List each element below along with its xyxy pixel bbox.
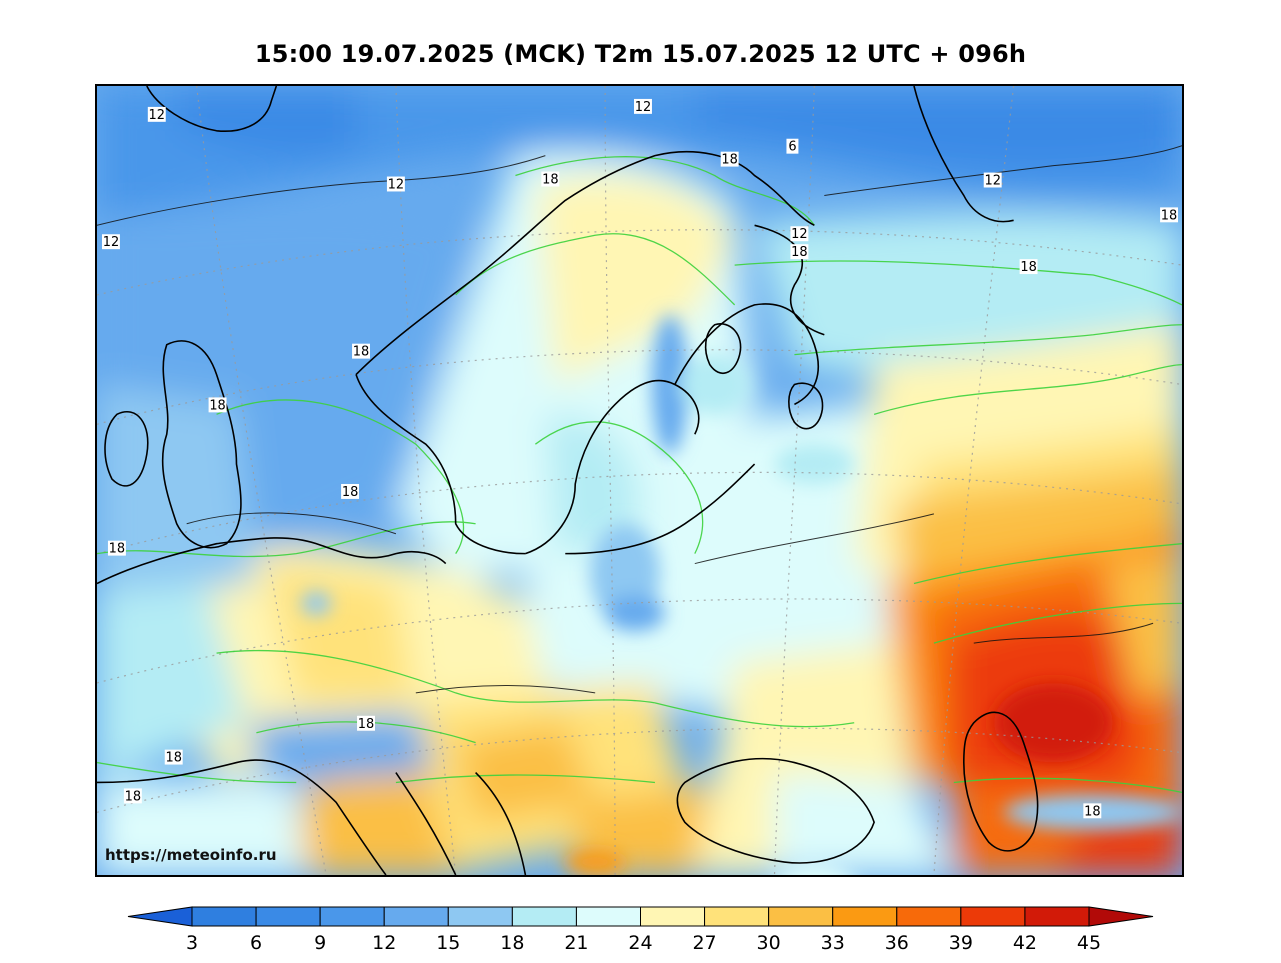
colorbar-segment (383, 906, 449, 927)
isotherm-label: 18 (357, 715, 375, 732)
isotherm-label: 18 (341, 483, 360, 500)
isotherm-label: 18 (790, 244, 809, 260)
isotherm-label: 18 (1160, 207, 1179, 223)
colorbar-labels: 3 6 9 12 15 18 21 24 27 30 33 36 39 42 45 (186, 932, 1101, 954)
svg-text:18: 18 (1084, 804, 1100, 819)
svg-text:18: 18 (358, 717, 374, 732)
colorbar-segment (640, 906, 706, 927)
svg-text:18: 18 (125, 789, 141, 804)
colorbar-tick-label: 18 (500, 932, 524, 954)
temperature-zones (97, 86, 1182, 875)
colorbar-tick-label: 15 (436, 932, 460, 954)
colorbar-segment (575, 906, 642, 927)
isotherm-label: 12 (386, 176, 405, 192)
colorbar-tick-label: 42 (1013, 932, 1037, 954)
svg-text:12: 12 (791, 227, 807, 242)
svg-text:12: 12 (149, 108, 165, 123)
colorbar-under-arrow (127, 906, 193, 927)
isotherm-label: 12 (790, 226, 809, 242)
isotherm-label: 18 (1083, 803, 1102, 819)
svg-text:12: 12 (388, 177, 404, 192)
colorbar-tick-label: 45 (1077, 932, 1101, 954)
colorbar: 3 6 9 12 15 18 21 24 27 30 33 36 39 42 45 (127, 906, 1154, 954)
svg-text:18: 18 (791, 245, 807, 260)
svg-text:12: 12 (635, 100, 651, 115)
isotherm-black (97, 145, 1182, 694)
colorbar-tick-label: 39 (949, 932, 973, 954)
svg-text:6: 6 (788, 140, 796, 155)
isotherm-label: 18 (352, 343, 370, 360)
colorbar-over-arrow (1088, 906, 1154, 927)
isotherm-label: 6 (786, 138, 799, 155)
isotherm-label: 18 (1019, 259, 1038, 275)
graticule (97, 86, 1182, 875)
colorbar-tick-label: 12 (372, 932, 396, 954)
svg-text:18: 18 (542, 173, 558, 188)
svg-text:18: 18 (1020, 260, 1036, 275)
svg-text:18: 18 (342, 485, 358, 500)
colorbar-segment (447, 906, 513, 927)
colorbar-segment (704, 906, 770, 927)
colorbar-segment (191, 906, 257, 927)
colorbar-tick-label: 9 (314, 932, 326, 954)
colorbar-tick-label: 30 (757, 932, 781, 954)
coastlines (97, 86, 1039, 875)
colorbar-tick-label: 27 (692, 932, 716, 954)
colorbar-segment (319, 906, 385, 927)
colorbar-tick-label: 24 (628, 932, 652, 954)
isotherm-label: 18 (164, 749, 183, 766)
isotherm-label: 18 (107, 540, 126, 557)
isotherms (97, 156, 1182, 794)
colorbar-segment (768, 906, 834, 927)
colorbar-segments (127, 906, 1154, 927)
isotherm-label: 18 (123, 788, 142, 804)
svg-text:18: 18 (209, 398, 225, 413)
svg-text:18: 18 (147, 105, 163, 120)
isotherm-labels: 12 12 12 12 12 12 6 18 18 18 18 18 18 18… (101, 98, 1179, 819)
svg-text:18: 18 (165, 751, 181, 766)
colorbar-tick-label: 3 (186, 932, 198, 954)
isotherm-label: 12 (101, 234, 120, 250)
isotherm-label: 12 (634, 98, 652, 115)
map-title: 15:00 19.07.2025 (MCK) T2m 15.07.2025 12… (254, 40, 1027, 68)
svg-text:12: 12 (984, 174, 1000, 189)
colorbar-tick-label: 6 (250, 932, 262, 954)
colorbar-tick-label: 33 (821, 932, 845, 954)
colorbar-tick-label: 36 (885, 932, 909, 954)
svg-text:18: 18 (109, 542, 125, 557)
colorbar-tick-label: 21 (564, 932, 588, 954)
colorbar-segment (1024, 906, 1090, 927)
colorbar-segment (896, 906, 962, 927)
temperature-map: 12 12 12 12 12 12 6 18 18 18 18 18 18 18… (95, 84, 1184, 877)
svg-text:12: 12 (103, 235, 119, 250)
colorbar-segment (511, 906, 577, 927)
colorbar-segment (960, 906, 1026, 927)
isotherm-label: 18 (208, 397, 227, 413)
isotherm-label: 12 (983, 172, 1002, 189)
colorbar-segment (255, 906, 321, 927)
temperature-field: 12 12 12 12 12 12 6 18 18 18 18 18 18 18… (97, 86, 1182, 875)
isotherm-label: 12 (147, 106, 166, 123)
svg-text:18: 18 (721, 153, 737, 168)
svg-text:18: 18 (1161, 208, 1177, 223)
svg-text:18: 18 (353, 345, 369, 360)
source-credit: https://meteoinfo.ru (105, 846, 277, 864)
colorbar-segment (832, 906, 898, 927)
isotherm-label: 18 (541, 171, 560, 188)
isotherm-label: 18 (720, 151, 739, 168)
